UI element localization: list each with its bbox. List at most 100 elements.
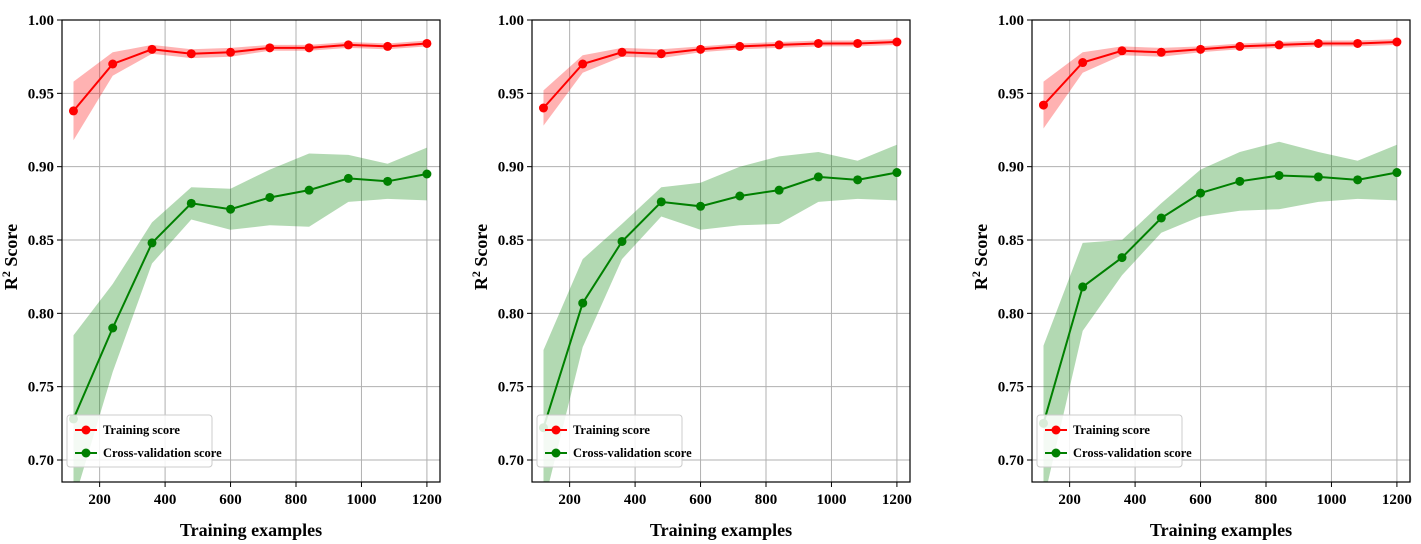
x-tick-label: 400: [624, 492, 647, 508]
training-scoreband: [543, 39, 897, 126]
legend-swatch-marker: [551, 448, 561, 458]
cross-validation-scoreband: [73, 147, 427, 482]
training-scorepoint: [186, 49, 196, 59]
plot-frame: [1031, 19, 1411, 483]
y-axis-label: R2 Score: [470, 224, 491, 290]
x-tick-label: 400: [154, 492, 177, 508]
x-tick-label: 200: [1058, 492, 1081, 508]
x-tick-label: 200: [88, 492, 111, 508]
cross-validation-scorepoint: [265, 192, 275, 202]
legend-swatch-marker: [81, 425, 91, 435]
cross-validation-scorepoint: [422, 169, 432, 179]
cross-validation-scoreline: [1042, 171, 1398, 424]
training-scorepoint: [383, 41, 393, 51]
training-scorepoint: [68, 106, 78, 116]
y-tick-label: 0.75: [28, 380, 54, 396]
x-tick-label: 600: [689, 492, 712, 508]
training-scorepoint: [1038, 100, 1048, 110]
x-tick-label: 200: [558, 492, 581, 508]
y-tick-label: 0.90: [998, 160, 1024, 176]
y-tick-label: 0.80: [998, 306, 1024, 322]
training-scorepoint: [538, 103, 548, 113]
plot-frame: [531, 19, 911, 483]
x-tick-label: 1200: [412, 492, 442, 508]
x-tick-label: 600: [219, 492, 242, 508]
cross-validation-scorepoint: [1117, 253, 1127, 263]
legend-swatch-marker: [1051, 425, 1061, 435]
cross-validation-scoreband: [1043, 141, 1397, 482]
training-scorepoint: [578, 59, 588, 69]
y-tick-label: 0.70: [28, 453, 54, 469]
training-scorepoint: [892, 37, 902, 47]
y-tick-label: 0.85: [498, 233, 524, 249]
learning-curve-chart-3: 200 400 600 800 1000 1200 0.70 0.75 0.80 0.85 0.90…: [970, 0, 1420, 544]
x-tick-label: 800: [1255, 492, 1278, 508]
training-scoreband: [73, 40, 427, 141]
training-scorepoint: [1392, 37, 1402, 47]
y-axis-label: R2 Score: [0, 224, 21, 290]
cross-validation-scorepoint: [108, 323, 118, 333]
y-tick-label: 0.90: [498, 160, 524, 176]
training-scorepoint: [617, 47, 627, 57]
x-axis-label: Training examples: [180, 520, 322, 540]
grid: [532, 19, 910, 482]
cross-validation-scorepoint: [1392, 168, 1402, 178]
legend-label: Cross-validation score: [573, 446, 692, 460]
legend-label: Training score: [573, 423, 650, 437]
legend-swatch-marker: [81, 448, 91, 458]
training-scorepoint: [1196, 44, 1206, 54]
x-tick-label: 800: [285, 492, 308, 508]
cross-validation-scorepoint: [735, 191, 745, 201]
legend-label: Cross-validation score: [103, 446, 222, 460]
y-tick-label: 0.95: [28, 86, 54, 102]
training-scorepoint: [696, 44, 706, 54]
cross-validation-scorepoint: [1274, 170, 1284, 180]
grid: [1032, 19, 1410, 482]
y-tick-label: 0.85: [998, 233, 1024, 249]
legend-label: Cross-validation score: [1073, 446, 1192, 460]
legend-label: Training score: [103, 423, 180, 437]
training-scorepoint: [343, 40, 353, 50]
x-axis-label: Training examples: [1150, 520, 1292, 540]
legend-box: [1036, 414, 1183, 468]
training-scorepoint: [1274, 40, 1284, 50]
cross-validation-scorepoint: [186, 198, 196, 208]
training-scorepoint: [735, 41, 745, 51]
cross-validation-scorepoint: [383, 176, 393, 186]
cross-validation-scorepoint: [147, 238, 157, 248]
training-scorepoint: [656, 49, 666, 59]
chart-svg: 200 400 600 800 1000 1200 0.70 0.75 0.80 0.85 0.90…: [470, 13, 912, 540]
cross-validation-scorepoint: [304, 185, 314, 195]
cross-validation-scorepoint: [343, 173, 353, 183]
x-tick-label: 1000: [1316, 492, 1346, 508]
y-tick-label: 0.75: [498, 380, 524, 396]
x-tick-label: 1000: [346, 492, 376, 508]
training-scorepoint: [813, 38, 823, 48]
cross-validation-scorepoint: [853, 175, 863, 185]
cross-validation-scorepoint: [1196, 188, 1206, 198]
cross-validation-scoreline: [542, 171, 898, 429]
learning-curve-chart-1: 200 400 600 800 1000 1200 0.70 0.75 0.80 0.85 0.90…: [0, 0, 450, 544]
legend: Training score Cross-validation score: [536, 414, 692, 468]
training-scorepoint: [304, 43, 314, 53]
training-scorepoint: [1156, 47, 1166, 57]
legend-swatch-marker: [1051, 448, 1061, 458]
cross-validation-scorepoint: [892, 168, 902, 178]
cross-validation-scorepoint: [1313, 172, 1323, 182]
training-scorepoint: [1313, 38, 1323, 48]
training-scoreline: [542, 41, 897, 109]
cross-validation-scorepoint: [1078, 282, 1088, 292]
legend: Training score Cross-validation score: [66, 414, 222, 468]
cross-validation-scorepoint: [617, 236, 627, 246]
training-scorepoint: [422, 38, 432, 48]
training-scorepoint: [108, 59, 118, 69]
training-scoreband: [1043, 39, 1397, 129]
x-tick-label: 600: [1189, 492, 1212, 508]
cross-validation-scorepoint: [578, 298, 588, 308]
y-tick-label: 1.00: [28, 13, 54, 29]
cross-validation-scorepoint: [1353, 175, 1363, 185]
chart-svg: 200 400 600 800 1000 1200 0.70 0.75 0.80 0.85 0.90…: [970, 13, 1412, 540]
cross-validation-scoreline: [72, 173, 428, 420]
training-scorepoint: [1117, 46, 1127, 56]
training-scorepoint: [265, 43, 275, 53]
